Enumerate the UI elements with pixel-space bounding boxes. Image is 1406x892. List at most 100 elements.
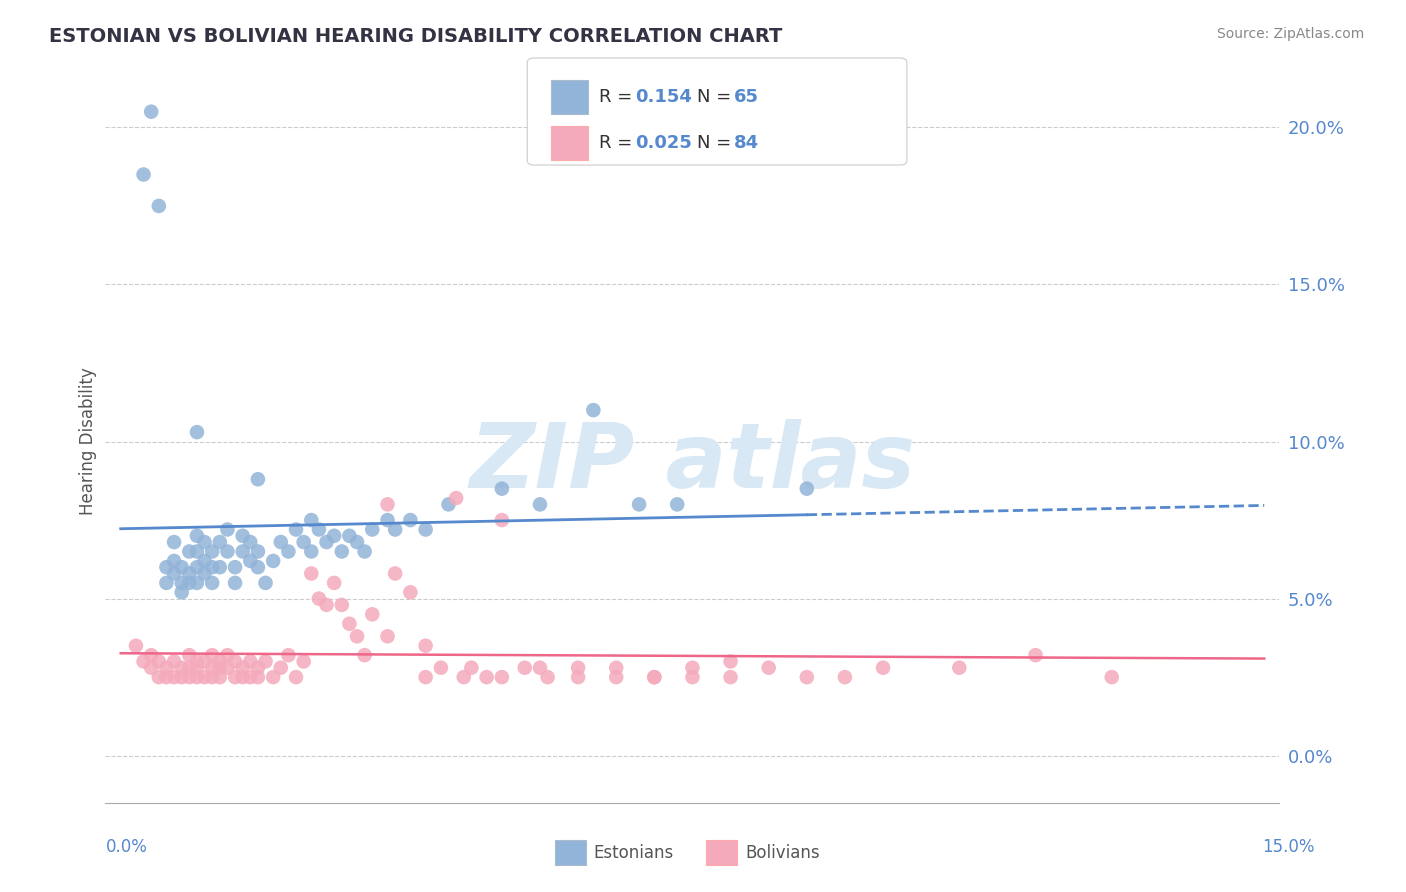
Text: R =: R =: [599, 134, 638, 152]
Point: [208, 670, 231, 684]
Point: [353, 544, 375, 558]
Point: [193, 566, 215, 581]
Text: 65: 65: [734, 87, 759, 106]
Point: [315, 535, 337, 549]
Point: [399, 585, 422, 599]
Point: [170, 670, 193, 684]
Point: [148, 199, 170, 213]
Text: R =: R =: [599, 87, 638, 106]
Point: [330, 598, 353, 612]
Point: [170, 585, 193, 599]
Point: [170, 560, 193, 574]
Point: [254, 575, 277, 590]
Point: [339, 529, 361, 543]
Point: [179, 661, 201, 675]
Point: [308, 523, 330, 537]
Text: Estonians: Estonians: [593, 844, 673, 862]
Point: [299, 566, 322, 581]
Point: [224, 575, 246, 590]
Point: [163, 655, 186, 669]
Point: [186, 575, 208, 590]
Point: [323, 575, 346, 590]
Point: [491, 670, 513, 684]
Point: [141, 648, 163, 662]
Point: [720, 670, 742, 684]
Point: [513, 661, 536, 675]
Point: [224, 560, 246, 574]
Text: 0.025: 0.025: [636, 134, 692, 152]
Point: [796, 482, 818, 496]
Point: [246, 560, 269, 574]
Text: 0.154: 0.154: [636, 87, 692, 106]
Point: [141, 661, 163, 675]
Point: [201, 575, 224, 590]
Point: [163, 554, 186, 568]
Point: [254, 655, 277, 669]
Point: [277, 648, 299, 662]
Point: [170, 575, 193, 590]
Point: [179, 566, 201, 581]
Point: [246, 472, 269, 486]
Point: [323, 529, 346, 543]
Y-axis label: Hearing Disability: Hearing Disability: [79, 368, 97, 516]
Point: [125, 639, 148, 653]
Point: [155, 575, 177, 590]
Point: [339, 616, 361, 631]
Point: [224, 670, 246, 684]
Point: [201, 560, 224, 574]
Point: [277, 544, 299, 558]
Point: [292, 535, 315, 549]
Point: [582, 403, 605, 417]
Point: [308, 591, 330, 606]
Point: [186, 670, 208, 684]
Point: [643, 670, 665, 684]
Point: [384, 523, 406, 537]
Point: [285, 670, 308, 684]
Point: [415, 670, 437, 684]
Text: Source: ZipAtlas.com: Source: ZipAtlas.com: [1216, 27, 1364, 41]
Point: [155, 560, 177, 574]
Point: [163, 670, 186, 684]
Point: [232, 661, 254, 675]
Point: [208, 535, 231, 549]
Point: [186, 560, 208, 574]
Point: [444, 491, 467, 505]
Point: [430, 661, 453, 675]
Point: [232, 544, 254, 558]
Point: [834, 670, 856, 684]
Point: [239, 670, 262, 684]
Point: [246, 544, 269, 558]
Point: [186, 529, 208, 543]
Point: [758, 661, 780, 675]
Point: [246, 661, 269, 675]
Point: [141, 104, 163, 119]
Point: [330, 544, 353, 558]
Point: [155, 661, 177, 675]
Point: [170, 661, 193, 675]
Point: [299, 513, 322, 527]
Point: [186, 661, 208, 675]
Point: [208, 661, 231, 675]
Point: [232, 529, 254, 543]
Point: [246, 670, 269, 684]
Point: [217, 523, 239, 537]
Point: [361, 607, 384, 622]
Point: [262, 554, 284, 568]
Point: [163, 535, 186, 549]
Text: ESTONIAN VS BOLIVIAN HEARING DISABILITY CORRELATION CHART: ESTONIAN VS BOLIVIAN HEARING DISABILITY …: [49, 27, 783, 45]
Point: [193, 554, 215, 568]
Point: [353, 648, 375, 662]
Point: [201, 544, 224, 558]
Point: [605, 661, 627, 675]
Point: [179, 544, 201, 558]
Point: [148, 655, 170, 669]
Point: [529, 497, 551, 511]
Point: [796, 670, 818, 684]
Point: [948, 661, 970, 675]
Point: [155, 670, 177, 684]
Point: [453, 670, 475, 684]
Point: [179, 575, 201, 590]
Point: [232, 670, 254, 684]
Point: [315, 598, 337, 612]
Text: N =: N =: [697, 134, 737, 152]
